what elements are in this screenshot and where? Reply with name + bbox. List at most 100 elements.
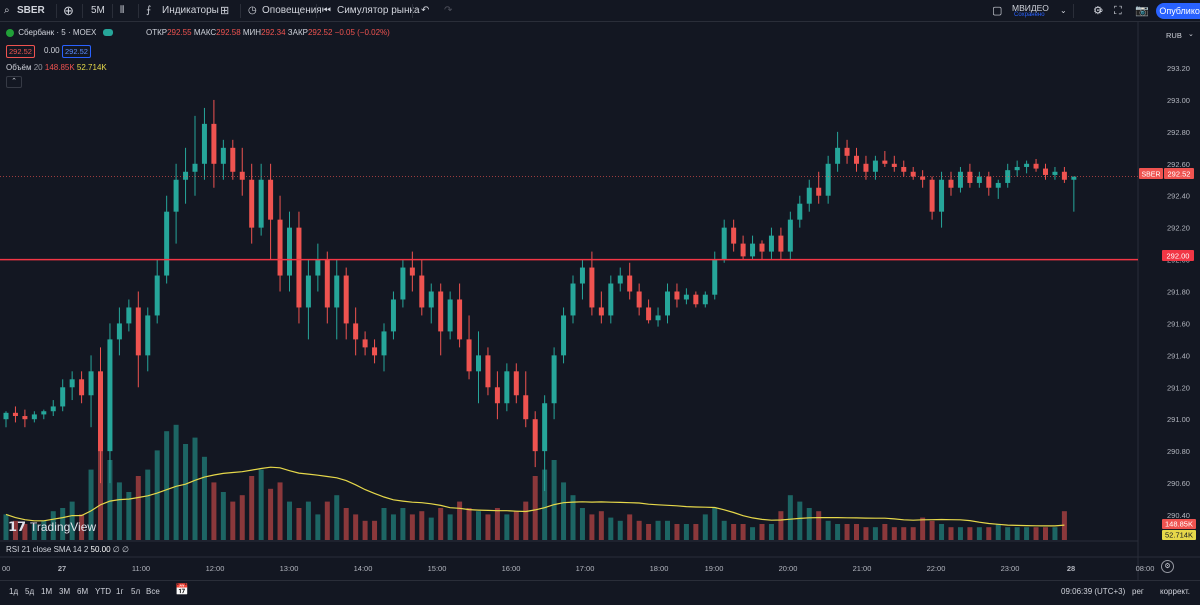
candle [740, 235, 746, 260]
volume-bar [523, 501, 529, 540]
range-button[interactable]: 1д [9, 587, 19, 596]
publish-button[interactable]: Опубликов [1156, 3, 1200, 19]
candle [239, 147, 245, 196]
settings-gear-icon[interactable]: ⚙ [1093, 5, 1103, 17]
candle-body [173, 179, 179, 212]
candle [646, 299, 652, 324]
quick-search-button[interactable] [1076, 0, 1079, 22]
indicators-button[interactable]: Индикаторы [162, 5, 219, 16]
volume-bar [513, 511, 519, 540]
quick-search-icon[interactable]: ⌕ [1098, 5, 1104, 16]
replay-icon[interactable]: ⏮ [322, 5, 331, 16]
goto-date-icon[interactable]: 📅 [175, 584, 189, 596]
candle [995, 179, 1001, 199]
range-button[interactable]: 1М [41, 587, 53, 596]
time-axis[interactable]: 00 27 11:00 12:00 13:00 14:00 15:00 16:00 17:00 1… [2, 564, 1154, 573]
range-button[interactable]: 5д [25, 587, 35, 596]
candle [41, 409, 47, 420]
candle-body [192, 163, 198, 172]
candle-body [154, 275, 160, 316]
candle [69, 371, 75, 401]
buy-price-button[interactable]: 292.52 [62, 45, 91, 58]
interval-button[interactable]: 5M [91, 5, 105, 16]
layout-square-icon[interactable]: ▢ [992, 5, 1003, 17]
redo-icon[interactable]: ↷ [444, 5, 453, 16]
candle [513, 363, 519, 404]
range-button[interactable]: YTD [95, 587, 111, 596]
camera-icon[interactable]: 📷 [1135, 5, 1149, 17]
candle [910, 166, 916, 180]
chevron-down-icon[interactable]: ⌄ [1060, 6, 1067, 15]
currency-chevron-icon[interactable]: ⌄ [1188, 31, 1194, 38]
layout-name-button[interactable]: МВИДЕО Сохранено [1012, 2, 1052, 20]
volume-bar [438, 508, 444, 540]
symbol-search-button[interactable]: SBER [17, 5, 45, 16]
indicators-icon[interactable]: ⨍ [146, 5, 152, 16]
series-legend[interactable]: Сбербанк · 5 · MOEX [6, 28, 113, 37]
range-button[interactable]: Все [146, 587, 160, 596]
volume-bar [627, 514, 633, 540]
candle [466, 315, 472, 380]
adjust-button[interactable]: коррект. [1160, 587, 1190, 596]
range-button[interactable]: 6М [77, 587, 89, 596]
clock-label[interactable]: 09:06:39 (UTC+3) [1061, 587, 1126, 596]
candle [287, 211, 292, 292]
alerts-button[interactable]: Оповещения [262, 5, 322, 16]
time-tick-label: 15:00 [428, 564, 447, 573]
volume-tags: 148.85K 52.714K [1162, 519, 1196, 540]
series-title[interactable]: Сбербанк · 5 · MOEX [18, 28, 97, 37]
candle [957, 166, 963, 193]
volume-bar [107, 460, 113, 540]
candle [854, 147, 859, 172]
price-tick-label: 291.80 [1167, 288, 1190, 297]
time-axis-settings-icon[interactable]: ⚙ [1161, 560, 1174, 573]
candle-body [1052, 171, 1058, 175]
volume-bar [220, 492, 226, 540]
candle-body [353, 323, 359, 340]
compare-add-icon[interactable]: ⊕ [63, 3, 74, 18]
candle [400, 259, 406, 308]
chart-pane[interactable]: 293.20 293.00 292.80 292.60 292.40 292.20 292.… [0, 22, 1200, 602]
volume-bar [173, 424, 179, 540]
candle-body [1005, 170, 1011, 183]
candle-style-icon[interactable]: ⫴ [120, 5, 125, 16]
candle-body [268, 179, 274, 220]
fullscreen-icon[interactable]: ⛶ [1114, 5, 1122, 17]
candle-body [627, 275, 633, 292]
candle [428, 283, 434, 324]
range-button[interactable]: 3М [59, 587, 71, 596]
candle [721, 219, 727, 263]
candle [750, 235, 756, 260]
range-button[interactable]: 5л [131, 587, 141, 596]
currency-selector[interactable]: RUB [1166, 31, 1182, 40]
volume-legend[interactable]: Объём 20 148.85K 52.714K [6, 63, 107, 72]
time-tick-label: 28 [1067, 564, 1075, 573]
volume-bar [731, 524, 737, 540]
scale-mode-button[interactable]: рег [1132, 587, 1144, 596]
undo-icon[interactable]: ↶ [421, 5, 430, 16]
price-axis[interactable]: 293.20 293.00 292.80 292.60 292.40 292.20 292.… [1167, 64, 1190, 520]
time-tick-label: 22:00 [927, 564, 946, 573]
rsi-legend[interactable]: RSI 21 close SMA 14 2 50.00 ∅ ∅ [6, 545, 129, 554]
volume-bar [390, 514, 396, 540]
sell-price-button[interactable]: 292.52 [6, 45, 35, 58]
symbol-search-icon[interactable]: ⌕ [4, 5, 10, 16]
range-button[interactable]: 1г [116, 587, 124, 596]
high-value: 292.58 [216, 28, 241, 37]
candle-body [296, 227, 302, 308]
volume-bar [532, 476, 538, 540]
candle [891, 155, 897, 172]
candle-body [239, 171, 245, 180]
candle [50, 400, 56, 417]
collapse-legend-icon[interactable]: ⌃ [6, 76, 22, 88]
last-price-tag: 292.52 [1168, 170, 1191, 179]
replay-button[interactable]: Симулятор рынка [337, 5, 420, 16]
candle [1005, 163, 1011, 188]
candle [88, 355, 94, 428]
volume-bar [504, 514, 510, 540]
candle-body [494, 387, 500, 404]
volume-bar [1033, 527, 1039, 540]
alert-clock-icon[interactable]: ◷ [248, 5, 257, 16]
volume-bar [183, 444, 189, 540]
templates-grid-icon[interactable]: ⊞ [220, 5, 230, 17]
